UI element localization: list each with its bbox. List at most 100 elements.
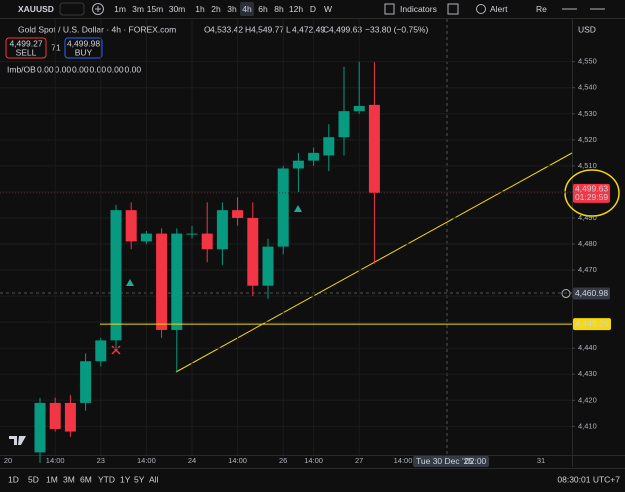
- indicator-value: 0.00: [55, 64, 72, 74]
- buy-price: 4,499.98: [67, 38, 100, 48]
- candle-body: [323, 137, 335, 156]
- last-price-label: 4,499.63: [575, 184, 608, 194]
- indicators-button[interactable]: Indicators: [400, 4, 437, 14]
- range-button[interactable]: YTD: [98, 474, 115, 484]
- interval-button[interactable]: 15m: [147, 4, 164, 14]
- range-button[interactable]: 1Y: [120, 474, 131, 484]
- candle-body: [201, 233, 213, 250]
- sell-label: SELL: [16, 47, 37, 57]
- interval-button[interactable]: 6h: [258, 4, 268, 14]
- candle-body: [140, 233, 152, 242]
- y-tick-label: 4,410: [578, 421, 597, 430]
- candle-body: [95, 340, 107, 362]
- y-tick-label: 4,520: [578, 135, 597, 144]
- candle-body: [110, 210, 122, 341]
- candle-body: [338, 111, 350, 138]
- candle-body: [64, 402, 76, 432]
- add-alert-button[interactable]: [561, 289, 571, 299]
- watch-button[interactable]: [59, 2, 85, 16]
- range-button[interactable]: All: [149, 474, 159, 484]
- y-tick-label: 4,440: [578, 343, 597, 352]
- ohlc-value: 4,533.42: [210, 24, 243, 34]
- y-tick-label: 4,420: [578, 395, 597, 404]
- x-tick-label: 23: [97, 456, 105, 465]
- candle-body: [171, 233, 183, 330]
- interval-button[interactable]: 12h: [289, 4, 303, 14]
- interval-button[interactable]: 1h: [195, 4, 205, 14]
- crosshair-price-tag: [573, 287, 610, 300]
- indicator-name: Imb/OB: [7, 64, 36, 74]
- indicators-icon: [384, 3, 395, 15]
- clock: 08:30:01 UTC+7: [557, 474, 620, 484]
- x-tick-label: 14:00: [228, 456, 247, 465]
- x-tick-label: 24: [188, 456, 196, 465]
- indicator-value: 0.00: [37, 64, 54, 74]
- range-button[interactable]: 5Y: [134, 474, 145, 484]
- candle-body: [125, 210, 137, 242]
- change: −33.80 (−0.75%): [365, 24, 428, 34]
- templates-button[interactable]: [447, 3, 459, 15]
- candle-body: [247, 217, 259, 286]
- buy-signal: [294, 205, 302, 212]
- y-tick-label: 4,430: [578, 369, 597, 378]
- ohlc-key: H: [245, 24, 251, 34]
- candle-body: [277, 168, 289, 247]
- x-tick-label: 27: [355, 456, 363, 465]
- indicator-value: 0.00: [90, 64, 107, 74]
- sell-signal: [111, 345, 121, 355]
- interval-button[interactable]: 1m: [114, 4, 126, 14]
- y-tick-label: 4,470: [578, 265, 597, 274]
- interval-button[interactable]: 8h: [274, 4, 284, 14]
- interval-button[interactable]: 2h: [211, 4, 221, 14]
- y-tick-label: 4,540: [578, 83, 597, 92]
- logo: [9, 436, 26, 445]
- crosshair-time-label: Tue 30 Dec '25: [416, 456, 473, 466]
- x-tick-label: 31: [537, 456, 545, 465]
- range-button[interactable]: 1M: [46, 474, 58, 484]
- x-tick-label: 14:00: [304, 456, 323, 465]
- active-interval-bg: [240, 2, 254, 16]
- y-tick-label: 4,550: [578, 57, 597, 66]
- replay-button[interactable]: Re: [536, 4, 547, 14]
- buy-button[interactable]: [64, 37, 103, 59]
- sell-button[interactable]: [5, 37, 47, 59]
- interval-button[interactable]: 30m: [169, 4, 186, 14]
- crosshair-hour-label: 02:00: [465, 456, 487, 466]
- interval-button[interactable]: D: [310, 4, 316, 14]
- sell-price: 4,499.27: [9, 38, 42, 48]
- crosshair-time-tag: [413, 456, 489, 467]
- x-tick-label: 14:00: [137, 456, 156, 465]
- add-symbol-button[interactable]: [92, 3, 104, 15]
- interval-button[interactable]: W: [324, 4, 332, 14]
- candle-body: [292, 160, 304, 169]
- range-button[interactable]: 1D: [8, 474, 19, 484]
- interval-button[interactable]: 4h: [242, 4, 252, 14]
- countdown: 01:29:59: [575, 192, 608, 202]
- buy-signal: [126, 279, 134, 286]
- range-button[interactable]: 6M: [80, 474, 92, 484]
- ohlc-key: L: [286, 24, 291, 34]
- range-button[interactable]: 3M: [63, 474, 75, 484]
- hline-tag: [573, 318, 611, 331]
- hline-label: 4,449.26: [575, 318, 608, 328]
- candle-body: [34, 402, 46, 453]
- candle-body: [156, 233, 168, 330]
- indicator-value: 0.00: [72, 64, 89, 74]
- range-button[interactable]: 5D: [28, 474, 39, 484]
- symbol[interactable]: XAUUSD: [18, 4, 54, 14]
- last-price-tag: [573, 183, 610, 203]
- crosshair-price-label: 4,460.98: [575, 288, 608, 298]
- interval-button[interactable]: 3h: [227, 4, 237, 14]
- candle-body: [308, 152, 320, 161]
- y-tick-label: 4,510: [578, 161, 597, 170]
- candle-body: [80, 361, 92, 403]
- interval-button[interactable]: 3m: [132, 4, 144, 14]
- candle-body: [49, 402, 61, 429]
- alert-button[interactable]: Alert: [490, 4, 508, 14]
- y-tick-label: 4,490: [578, 213, 597, 222]
- currency: USD: [578, 24, 596, 34]
- candle-body: [216, 210, 228, 250]
